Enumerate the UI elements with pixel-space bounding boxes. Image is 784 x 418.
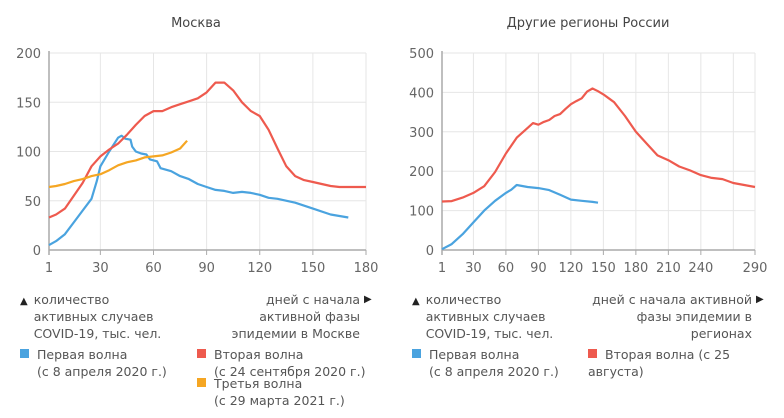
- x-tick-label: 290: [743, 261, 768, 276]
- x-tick-label: 210: [656, 261, 681, 276]
- series-line-Вторая-волна: [48, 81, 366, 219]
- right-arrow-icon: ▶: [364, 294, 372, 305]
- y-tick-label: 100: [409, 205, 434, 220]
- x-tick-label: 60: [145, 261, 162, 276]
- legend-item-first-wave-left: Первая волна (с 8 апреля 2020 г.): [20, 346, 180, 380]
- x-tick-label: 60: [498, 261, 515, 276]
- legend-swatch: [197, 378, 206, 387]
- right-ylabel-text: количество активных случаев COVID-19, ты…: [425, 292, 554, 341]
- legend-swatch: [588, 349, 597, 358]
- right-xlabel: дней с начала активной фазы эпидемии в р…: [590, 291, 752, 342]
- left-ylabel: ▲ количество активных случаев COVID-19, т…: [20, 291, 164, 342]
- right-xlabel-text: дней с начала активной фазы эпидемии в р…: [592, 292, 752, 341]
- legend-item-second-wave-right: Вторая волна (с 25 августа): [588, 347, 731, 379]
- x-tick-label: 90: [198, 261, 215, 276]
- y-tick-label: 500: [409, 47, 434, 62]
- series-line-Первая-волна: [441, 183, 599, 251]
- x-tick-label: 120: [247, 261, 272, 276]
- x-tick-label: 240: [688, 261, 713, 276]
- series-line-Вторая-волна-(с-25-августа): [441, 87, 756, 203]
- legend-item-first-wave-right: Первая волна (с 8 апреля 2020 г.): [412, 346, 572, 380]
- legend-item-second-wave-left: Вторая волна (с 24 сентября 2020 г.): [197, 346, 387, 380]
- x-tick-label: 150: [591, 261, 616, 276]
- y-tick-label: 200: [16, 47, 41, 62]
- x-tick-label: 30: [92, 261, 109, 276]
- legend-swatch: [412, 349, 421, 358]
- legend-swatch: [197, 349, 206, 358]
- right-ylabel: ▲ количество активных случаев COVID-19, т…: [412, 291, 556, 342]
- y-tick-label: 150: [16, 96, 41, 111]
- legend-swatch: [20, 349, 29, 358]
- left-ylabel-text: количество активных случаев COVID-19, ты…: [33, 292, 162, 341]
- x-tick-label: 180: [354, 261, 379, 276]
- x-tick-label: 150: [300, 261, 325, 276]
- x-tick-label: 1: [438, 261, 446, 276]
- series-line-Первая-волна: [48, 134, 349, 247]
- y-tick-label: 200: [409, 165, 434, 180]
- y-tick-label: 300: [409, 126, 434, 141]
- series-line-Третья-волна: [48, 139, 188, 189]
- chart-title: Москва: [171, 16, 221, 31]
- chart-title: Другие регионы России: [507, 16, 670, 31]
- right-arrow-icon: ▶: [756, 294, 764, 305]
- y-tick-label: 50: [24, 195, 41, 210]
- left-xlabel: дней с начала активной фазы эпидемии в М…: [210, 291, 360, 342]
- x-tick-label: 180: [623, 261, 648, 276]
- x-tick-label: 90: [530, 261, 547, 276]
- y-tick-label: 0: [426, 244, 434, 259]
- y-tick-label: 100: [16, 146, 41, 161]
- left-xlabel-text: дней с начала активной фазы эпидемии в М…: [231, 292, 360, 341]
- x-tick-label: 1: [45, 261, 53, 276]
- legend-item-third-wave-left: Третья волна (с 29 марта 2021 г.): [197, 375, 387, 409]
- y-tick-label: 400: [409, 86, 434, 101]
- y-tick-label: 0: [33, 244, 41, 259]
- x-tick-label: 120: [558, 261, 583, 276]
- x-tick-label: 30: [465, 261, 482, 276]
